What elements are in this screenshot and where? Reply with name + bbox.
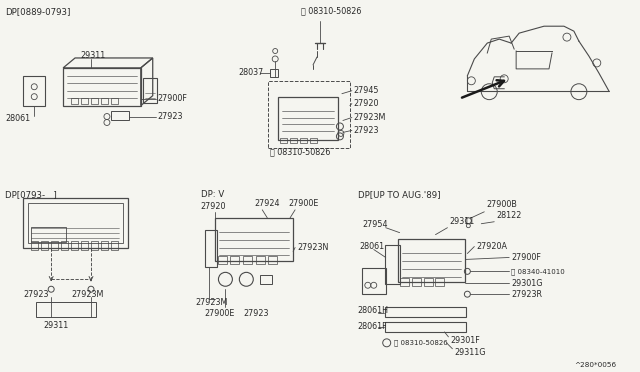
Text: 27923M: 27923M: [354, 113, 386, 122]
Bar: [290, 138, 297, 143]
Text: 27900E: 27900E: [205, 308, 235, 318]
Bar: [424, 278, 433, 286]
Bar: [278, 97, 338, 140]
Bar: [412, 278, 420, 286]
Text: 27920: 27920: [200, 202, 226, 211]
Bar: [111, 241, 118, 250]
Text: 29301G: 29301G: [511, 279, 543, 288]
Text: 27924: 27924: [254, 199, 280, 208]
Bar: [31, 241, 38, 250]
Bar: [268, 256, 277, 264]
Text: 27923M: 27923M: [71, 290, 104, 299]
Text: DP[UP TO AUG.'89]: DP[UP TO AUG.'89]: [358, 190, 440, 199]
Bar: [63, 68, 141, 106]
Bar: [81, 98, 88, 104]
Text: 27900F: 27900F: [511, 253, 541, 262]
Bar: [61, 241, 68, 250]
Bar: [91, 98, 98, 104]
Text: 28061F: 28061F: [358, 323, 387, 331]
Bar: [218, 256, 227, 264]
Text: 29311: 29311: [80, 51, 106, 61]
Bar: [71, 98, 78, 104]
Text: DP[0889-0793]: DP[0889-0793]: [5, 7, 71, 16]
Text: Ⓢ 08310-50826: Ⓢ 08310-50826: [394, 340, 447, 346]
Bar: [36, 302, 96, 317]
Bar: [31, 227, 66, 241]
Bar: [23, 198, 128, 247]
Bar: [205, 230, 218, 267]
Text: 27923N: 27923N: [297, 243, 328, 252]
Text: 27900B: 27900B: [486, 201, 517, 209]
Bar: [41, 241, 48, 250]
Bar: [243, 256, 252, 264]
Text: 27900F: 27900F: [157, 94, 188, 103]
Bar: [51, 241, 58, 250]
Text: 27923: 27923: [243, 308, 269, 318]
Text: 27945: 27945: [354, 86, 380, 95]
Bar: [256, 256, 265, 264]
Text: 27920: 27920: [354, 99, 380, 108]
Bar: [143, 78, 157, 103]
Bar: [28, 203, 123, 243]
Bar: [111, 98, 118, 104]
Text: 27900E: 27900E: [288, 199, 319, 208]
Bar: [101, 241, 108, 250]
Bar: [397, 238, 465, 282]
Bar: [385, 322, 467, 332]
Bar: [399, 278, 408, 286]
Text: 27920A: 27920A: [476, 242, 508, 251]
Bar: [91, 241, 98, 250]
Bar: [268, 81, 350, 148]
Bar: [310, 138, 317, 143]
Text: 28061: 28061: [360, 242, 385, 251]
Bar: [81, 241, 88, 250]
Text: 27923R: 27923R: [511, 290, 542, 299]
Text: 28037: 28037: [238, 68, 264, 77]
Text: DP: V: DP: V: [200, 190, 224, 199]
Text: DP[0793-   ]: DP[0793- ]: [5, 190, 57, 199]
Text: ^280*0056: ^280*0056: [574, 362, 616, 368]
Text: 27923: 27923: [354, 126, 380, 135]
Bar: [230, 256, 239, 264]
Text: Ⓢ 08310-50826: Ⓢ 08310-50826: [270, 148, 331, 157]
Text: Ⓢ 08340-41010: Ⓢ 08340-41010: [511, 268, 565, 275]
Bar: [71, 241, 78, 250]
Bar: [216, 218, 293, 262]
Bar: [435, 278, 444, 286]
Bar: [385, 244, 399, 284]
Bar: [280, 138, 287, 143]
Text: 28122: 28122: [496, 211, 522, 220]
Bar: [362, 268, 386, 294]
Text: 29311: 29311: [44, 321, 68, 330]
Text: 29311: 29311: [449, 217, 475, 226]
Text: Ⓢ 08310-50826: Ⓢ 08310-50826: [301, 7, 362, 16]
Text: 27954: 27954: [363, 220, 388, 229]
Text: 29311G: 29311G: [454, 348, 486, 357]
Bar: [111, 110, 129, 121]
Bar: [385, 307, 467, 317]
Bar: [101, 98, 108, 104]
Text: 27923M: 27923M: [196, 298, 228, 307]
Bar: [300, 138, 307, 143]
Text: 28061H: 28061H: [358, 305, 389, 315]
Text: 27923: 27923: [23, 290, 49, 299]
Bar: [23, 76, 45, 106]
Bar: [260, 275, 272, 284]
Text: 29301F: 29301F: [451, 336, 480, 345]
Text: 28061: 28061: [5, 114, 31, 123]
Bar: [270, 69, 278, 77]
Text: 27923: 27923: [157, 112, 183, 121]
